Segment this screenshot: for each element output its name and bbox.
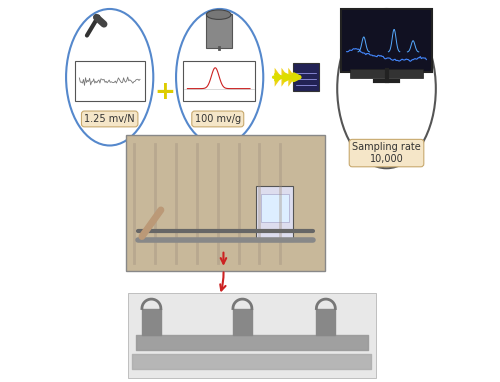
FancyBboxPatch shape (341, 9, 432, 71)
Text: +: + (154, 80, 175, 104)
FancyBboxPatch shape (293, 63, 319, 91)
FancyBboxPatch shape (75, 61, 144, 101)
Text: 100 mv/g: 100 mv/g (194, 114, 241, 124)
FancyBboxPatch shape (350, 69, 423, 78)
FancyBboxPatch shape (183, 61, 254, 101)
FancyBboxPatch shape (256, 186, 293, 241)
Polygon shape (288, 68, 295, 87)
Text: Sampling rate
10,000: Sampling rate 10,000 (352, 142, 421, 164)
Polygon shape (274, 68, 281, 87)
FancyBboxPatch shape (126, 135, 324, 271)
Ellipse shape (206, 10, 231, 19)
Text: 1.25 mv/N: 1.25 mv/N (84, 114, 135, 124)
Polygon shape (282, 68, 288, 87)
FancyBboxPatch shape (260, 194, 288, 222)
FancyBboxPatch shape (206, 14, 232, 48)
FancyBboxPatch shape (128, 293, 376, 377)
